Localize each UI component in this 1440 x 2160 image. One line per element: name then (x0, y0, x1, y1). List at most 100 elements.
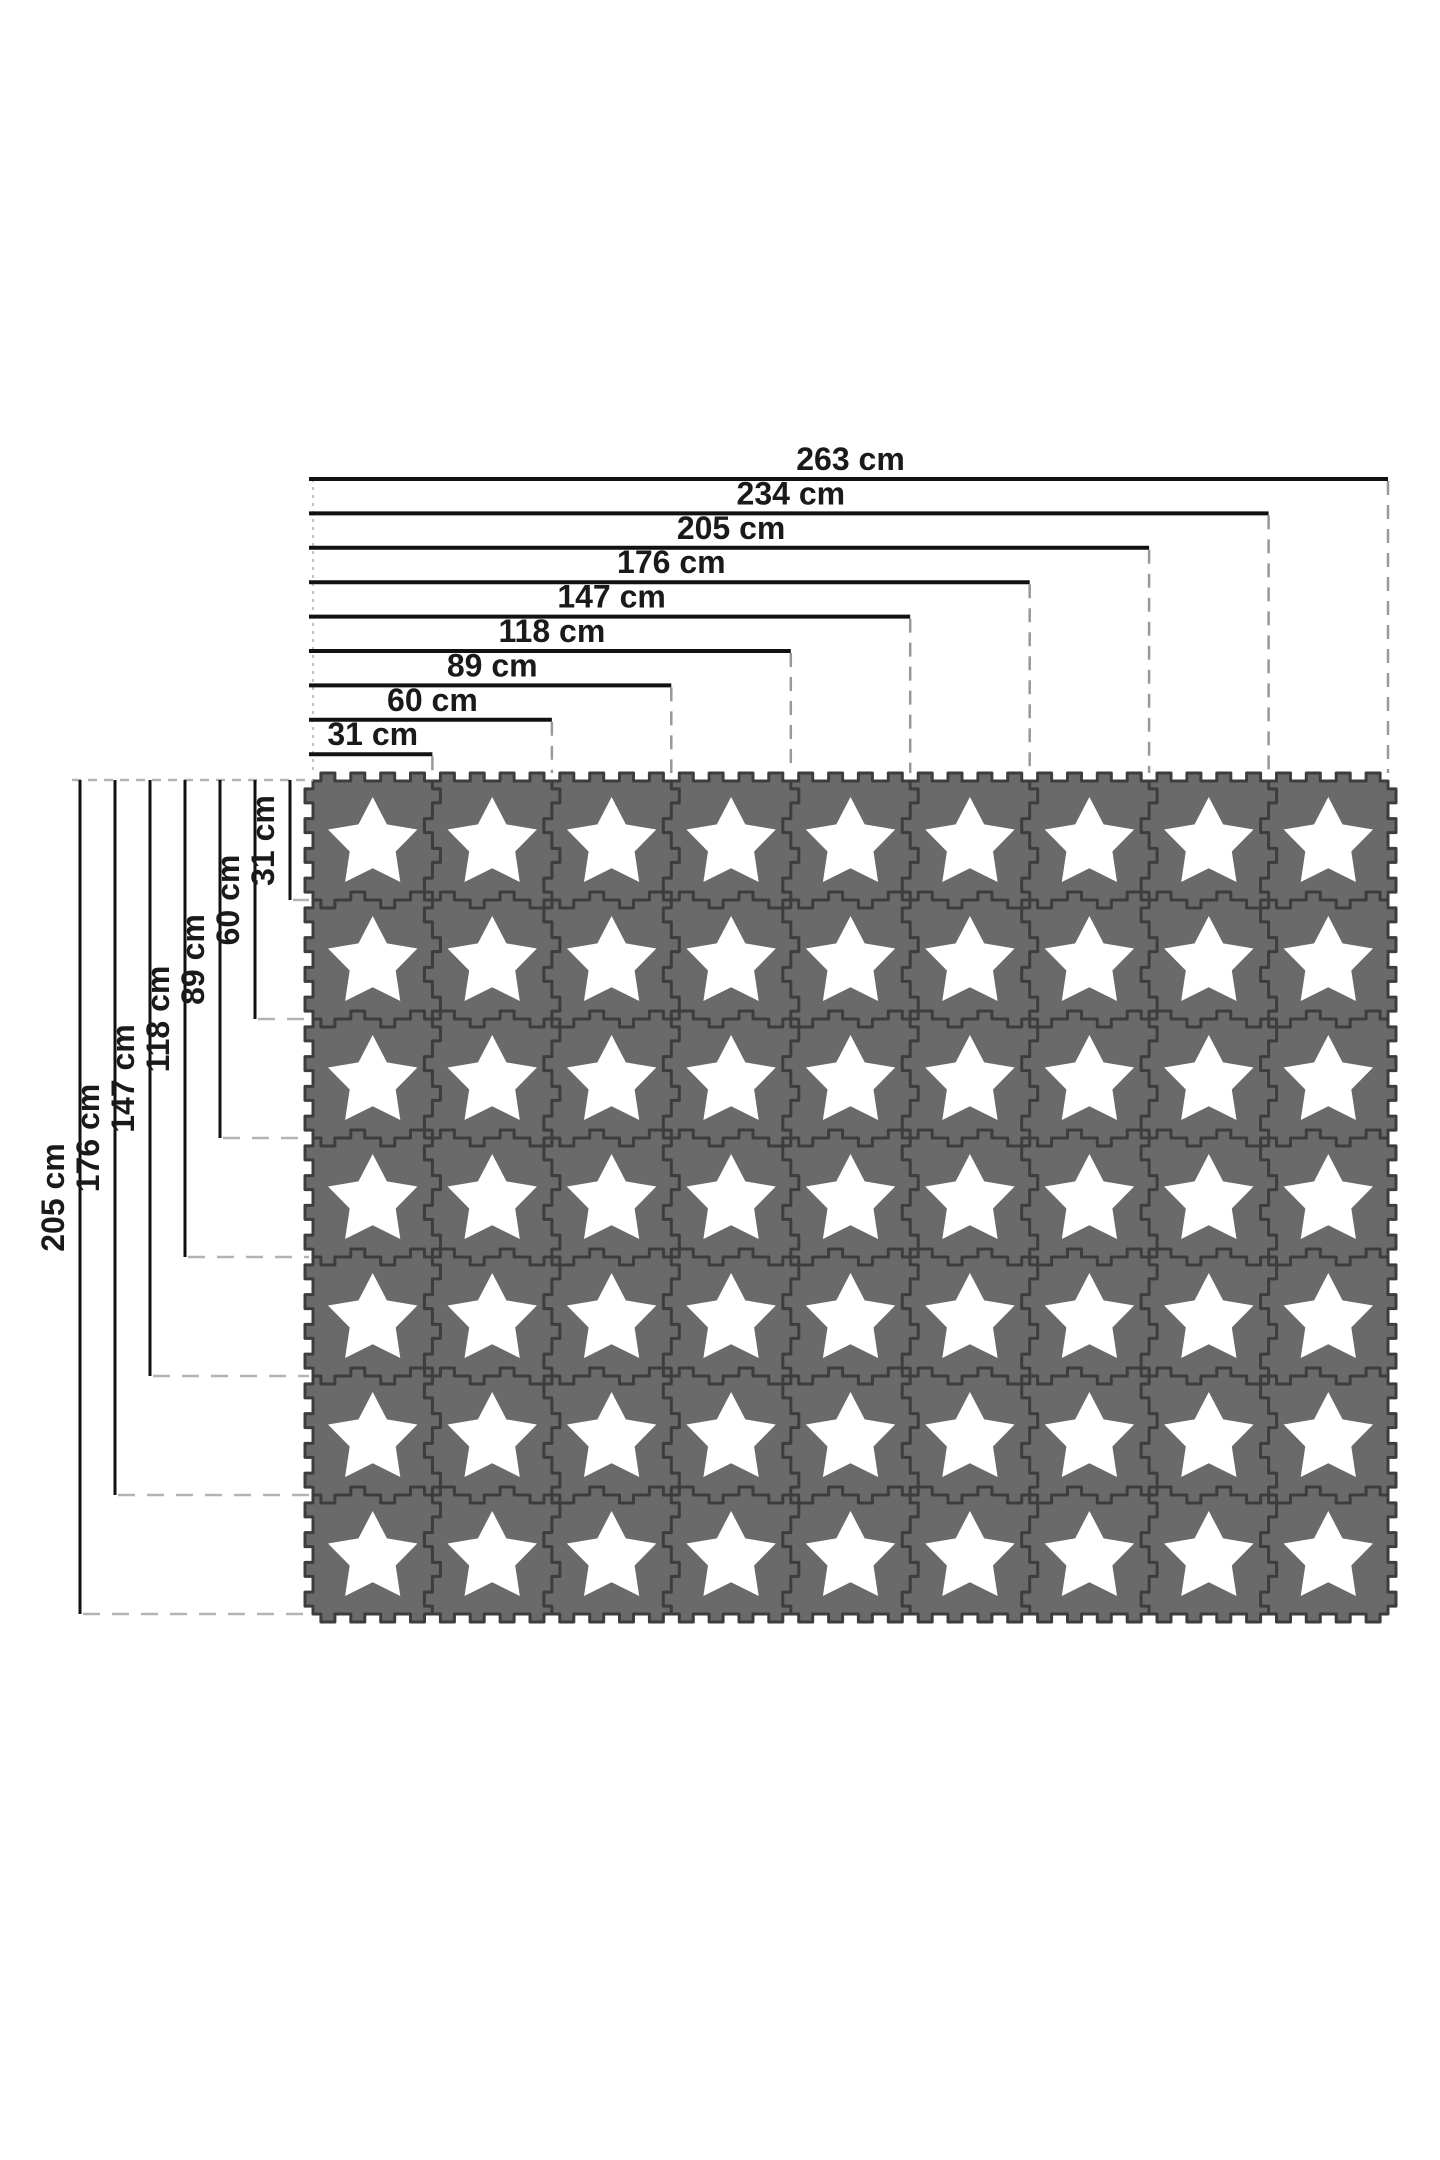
mat-seam-vertical (661, 781, 681, 1614)
top-dimension-label-60: 60 cm (387, 682, 478, 718)
star-icon (328, 916, 418, 1001)
star-icon (447, 1035, 537, 1120)
mat-seam-horizontal (313, 1485, 1388, 1505)
star-icon (925, 797, 1015, 882)
reference-guides (72, 479, 314, 782)
star-icon (566, 797, 657, 882)
star-icon (805, 1511, 896, 1596)
star-icon (1283, 1035, 1373, 1120)
left-dimension-label-60: 60 cm (210, 855, 246, 946)
star-icon (686, 1273, 776, 1358)
mat-stars (328, 797, 1373, 1596)
star-icon (1283, 1273, 1373, 1358)
star-icon (328, 1035, 418, 1120)
mat-seams (313, 781, 1388, 1614)
star-icon (1044, 1154, 1135, 1239)
star-icon (1283, 916, 1373, 1001)
top-dimension-label-234: 234 cm (737, 475, 846, 511)
play-mat (303, 771, 1398, 1624)
mat-seam-vertical (1020, 781, 1040, 1614)
top-dimension-label-31: 31 cm (327, 716, 418, 752)
star-icon (686, 1154, 776, 1239)
star-icon (1044, 1273, 1135, 1358)
star-icon (805, 916, 896, 1001)
star-icon (805, 1273, 896, 1358)
star-icon (1283, 1511, 1373, 1596)
star-icon (328, 1511, 418, 1596)
star-icon (925, 1511, 1015, 1596)
star-icon (925, 1154, 1015, 1239)
left-dimension-label-205: 205 cm (35, 1143, 71, 1252)
star-icon (925, 1035, 1015, 1120)
star-icon (1164, 1511, 1254, 1596)
mat-seam-vertical (900, 781, 920, 1614)
star-icon (1044, 1392, 1135, 1477)
mat-seam-horizontal (313, 1128, 1388, 1148)
mat-seam-vertical (1139, 781, 1159, 1614)
star-icon (925, 916, 1015, 1001)
star-icon (447, 797, 537, 882)
star-icon (1164, 916, 1254, 1001)
star-icon (566, 1035, 657, 1120)
star-icon (566, 1511, 657, 1596)
mat-seam-horizontal (313, 1009, 1388, 1029)
left-dimension-label-147: 147 cm (105, 1024, 141, 1133)
star-icon (1283, 797, 1373, 882)
mat-seam-vertical (422, 781, 442, 1614)
star-icon (328, 797, 418, 882)
top-dimension-label-205: 205 cm (677, 510, 786, 546)
star-icon (447, 1511, 537, 1596)
star-icon (686, 916, 776, 1001)
star-icon (925, 1273, 1015, 1358)
left-dimension-label-31: 31 cm (245, 795, 281, 886)
star-icon (686, 1035, 776, 1120)
star-icon (1164, 1154, 1254, 1239)
mat-seam-horizontal (313, 1366, 1388, 1386)
star-icon (447, 1154, 537, 1239)
star-icon (1044, 916, 1135, 1001)
mat-seam-horizontal (313, 1247, 1388, 1267)
star-icon (1044, 1511, 1135, 1596)
star-icon (566, 1154, 657, 1239)
star-icon (1164, 1273, 1254, 1358)
star-icon (1164, 1392, 1254, 1477)
top-dimension-label-147: 147 cm (557, 579, 666, 615)
star-icon (1164, 797, 1254, 882)
star-icon (805, 1154, 896, 1239)
star-icon (1164, 1035, 1254, 1120)
left-dimension-label-118: 118 cm (140, 966, 176, 1073)
star-icon (686, 797, 776, 882)
star-icon (566, 1273, 657, 1358)
star-icon (686, 1511, 776, 1596)
star-icon (1283, 1154, 1373, 1239)
star-icon (805, 1035, 896, 1120)
star-icon (566, 916, 657, 1001)
star-icon (447, 1273, 537, 1358)
mat-seam-vertical (542, 781, 562, 1614)
mat-seam-vertical (1259, 781, 1279, 1614)
mat-seam-horizontal (313, 890, 1388, 910)
left-dimension-label-89: 89 cm (175, 914, 211, 1005)
star-icon (566, 1392, 657, 1477)
star-icon (925, 1392, 1015, 1477)
star-icon (447, 916, 537, 1001)
star-icon (447, 1392, 537, 1477)
top-dimension-label-118: 118 cm (499, 613, 606, 649)
star-icon (328, 1392, 418, 1477)
left-dimension-label-176: 176 cm (70, 1084, 106, 1193)
star-icon (1044, 797, 1135, 882)
top-dimension-label-89: 89 cm (447, 647, 538, 683)
star-icon (686, 1392, 776, 1477)
star-icon (328, 1154, 418, 1239)
star-icon (805, 797, 896, 882)
mat-seam-vertical (781, 781, 801, 1614)
star-icon (1044, 1035, 1135, 1120)
star-icon (1283, 1392, 1373, 1477)
star-icon (328, 1273, 418, 1358)
star-icon (805, 1392, 896, 1477)
top-dimension-label-176: 176 cm (617, 544, 726, 580)
top-dimension-label-263: 263 cm (796, 441, 905, 477)
